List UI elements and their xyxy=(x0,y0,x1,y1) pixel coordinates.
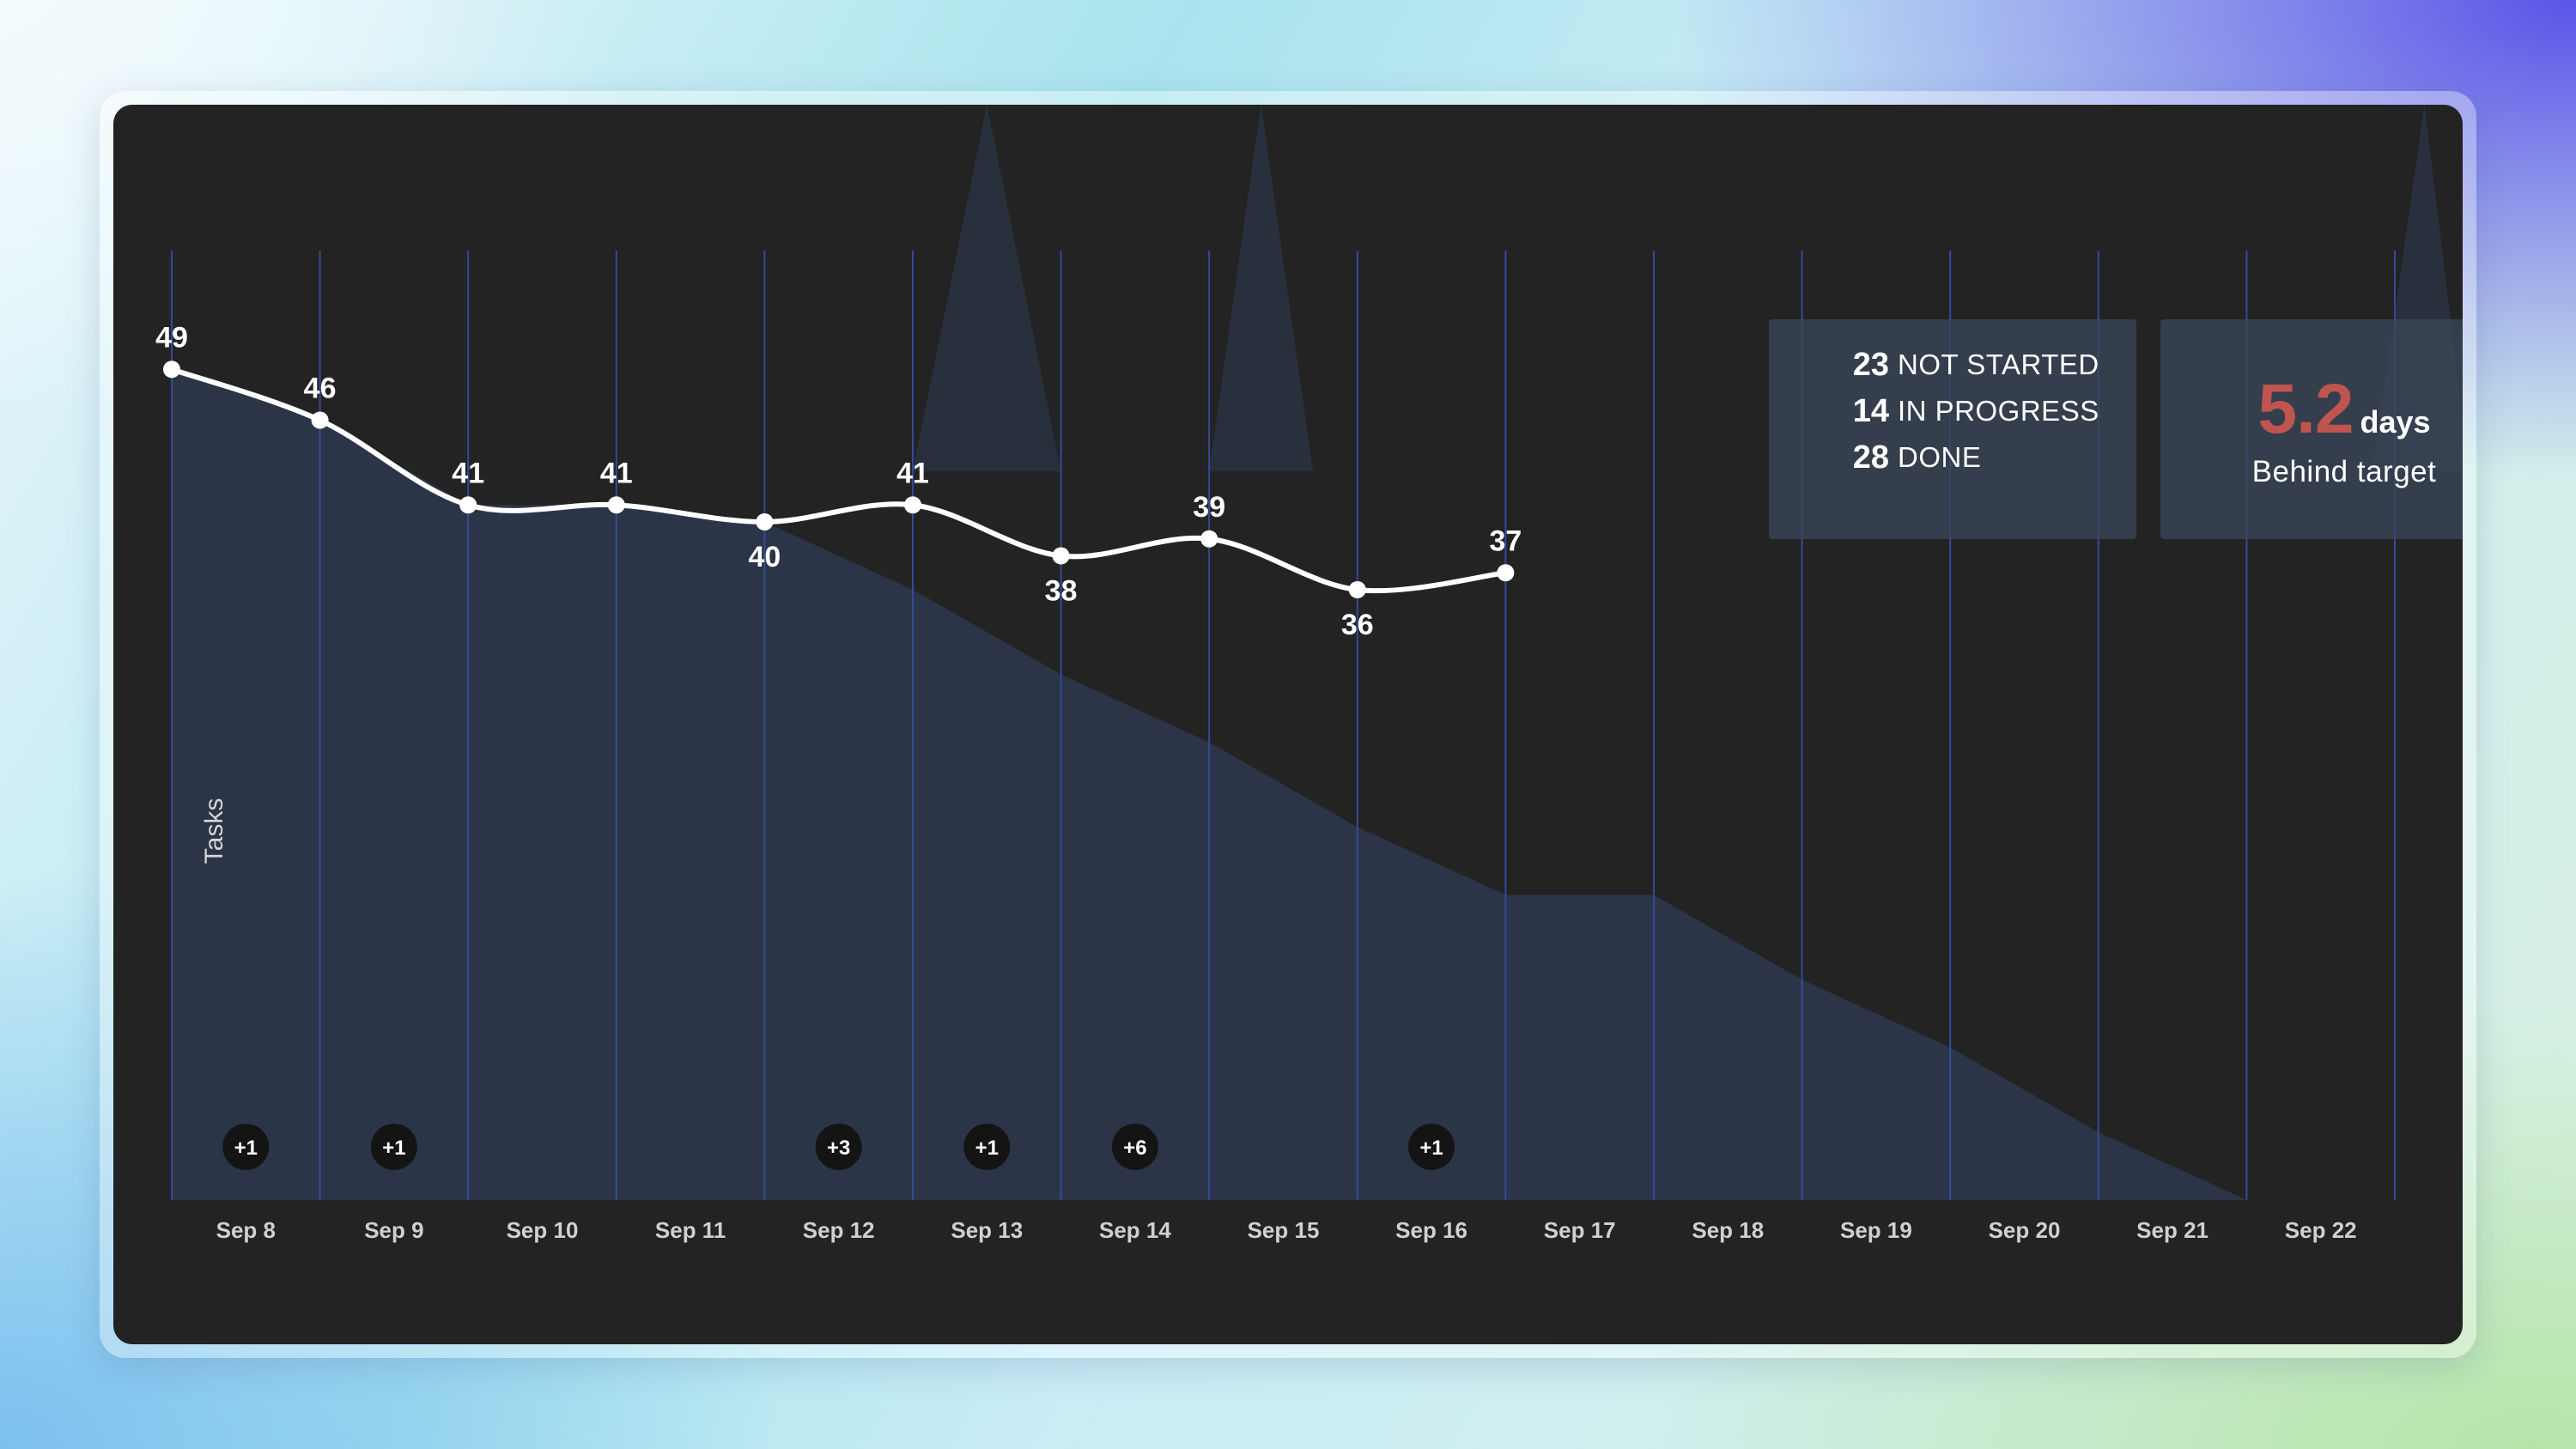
x-tick-label: Sep 22 xyxy=(2285,1217,2357,1243)
added-badge xyxy=(222,1124,270,1170)
added-badge xyxy=(370,1124,417,1170)
behind-target-card: 5.2 days Behind target xyxy=(2160,319,2463,539)
added-badge-label: +3 xyxy=(827,1137,850,1160)
data-point xyxy=(904,496,921,514)
x-tick-label: Sep 15 xyxy=(1248,1217,1320,1243)
data-label: 40 xyxy=(748,541,781,573)
stat-label: IN PROGRESS xyxy=(1898,395,2099,427)
burndown-panel: Sep 8 Sep 9 Sep 10 Sep 11 Sep 12 Sep 13 Sep 14… xyxy=(113,105,2463,1344)
data-label: 37 xyxy=(1489,524,1522,557)
data-point xyxy=(1200,530,1218,548)
stat-label: NOT STARTED xyxy=(1898,349,2099,380)
stat-in-progress: 14 IN PROGRESS xyxy=(1829,388,2138,434)
data-point xyxy=(607,496,625,514)
y-axis-label: Tasks xyxy=(200,797,228,864)
data-label: 46 xyxy=(304,373,337,405)
data-label: 36 xyxy=(1341,609,1374,641)
x-tick-label: Sep 11 xyxy=(655,1217,726,1243)
x-tick-label: Sep 14 xyxy=(1099,1217,1171,1243)
stat-label: DONE xyxy=(1898,441,1982,473)
task-status-card: 23 NOT STARTED 14 IN PROGRESS 28 DONE xyxy=(1769,319,2136,539)
data-point xyxy=(756,513,774,530)
data-point xyxy=(1497,564,1515,582)
data-label: 39 xyxy=(1193,491,1225,524)
added-badge xyxy=(963,1124,1011,1170)
x-tick-label: Sep 17 xyxy=(1544,1217,1616,1243)
stat-done: 28 DONE xyxy=(1829,434,2138,481)
added-badge-label: +1 xyxy=(1419,1137,1443,1160)
behind-label: Behind target xyxy=(2251,455,2437,488)
added-badge xyxy=(1408,1124,1455,1170)
added-badge-label: +1 xyxy=(234,1137,258,1160)
x-tick-label: Sep 10 xyxy=(507,1217,579,1243)
stat-not-started: 23 NOT STARTED xyxy=(1829,342,2138,388)
data-label: 38 xyxy=(1045,575,1078,608)
added-badge xyxy=(815,1124,862,1170)
data-label: 41 xyxy=(896,457,929,489)
added-badge-label: +6 xyxy=(1123,1137,1146,1160)
x-tick-label: Sep 13 xyxy=(951,1217,1023,1243)
data-label: 49 xyxy=(155,321,188,354)
burndown-chart: Sep 8 Sep 9 Sep 10 Sep 11 Sep 12 Sep 13 Sep 14… xyxy=(155,105,2463,1243)
stat-value: 28 xyxy=(1852,440,1889,476)
added-badge-label: +1 xyxy=(975,1137,999,1160)
data-point xyxy=(459,496,477,514)
added-badge-label: +1 xyxy=(382,1137,405,1160)
behind-unit: days xyxy=(2360,404,2431,440)
data-point xyxy=(1348,581,1366,598)
added-badge xyxy=(1111,1124,1158,1170)
data-point xyxy=(1052,547,1070,565)
x-tick-label: Sep 20 xyxy=(1989,1217,2061,1243)
x-tick-label: Sep 9 xyxy=(364,1217,423,1243)
scope-wedge xyxy=(913,105,1061,471)
stat-value: 14 xyxy=(1852,393,1889,429)
stat-value: 23 xyxy=(1852,347,1889,383)
data-label: 41 xyxy=(452,457,484,489)
x-tick-label: Sep 18 xyxy=(1692,1217,1764,1243)
x-tick-label: Sep 21 xyxy=(2136,1217,2208,1243)
scope-wedge xyxy=(1209,105,1314,471)
x-tick-label: Sep 8 xyxy=(216,1217,276,1243)
x-tick-label: Sep 12 xyxy=(803,1217,875,1243)
x-tick-label: Sep 16 xyxy=(1395,1217,1467,1243)
data-point xyxy=(163,361,180,379)
data-point xyxy=(311,411,329,429)
behind-value: 5.2 xyxy=(2257,370,2354,448)
remaining-line xyxy=(169,367,1509,594)
data-label: 41 xyxy=(600,457,633,489)
x-tick-label: Sep 19 xyxy=(1840,1217,1912,1243)
